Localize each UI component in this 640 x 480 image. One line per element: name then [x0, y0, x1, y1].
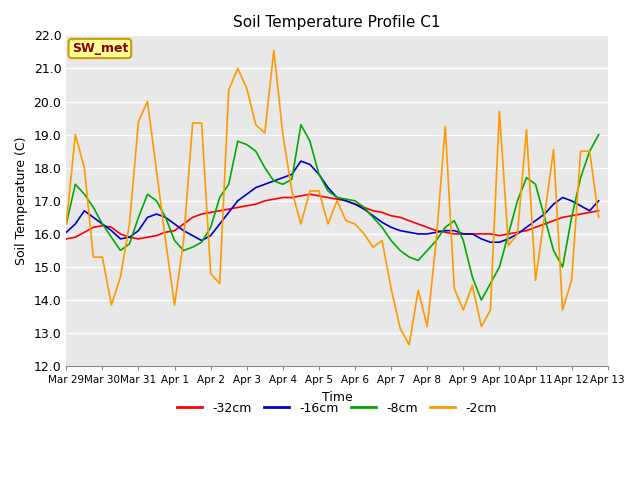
X-axis label: Time: Time	[322, 391, 353, 404]
Title: Soil Temperature Profile C1: Soil Temperature Profile C1	[233, 15, 441, 30]
Text: SW_met: SW_met	[72, 42, 128, 55]
Y-axis label: Soil Temperature (C): Soil Temperature (C)	[15, 137, 28, 265]
Legend: -32cm, -16cm, -8cm, -2cm: -32cm, -16cm, -8cm, -2cm	[172, 396, 502, 420]
